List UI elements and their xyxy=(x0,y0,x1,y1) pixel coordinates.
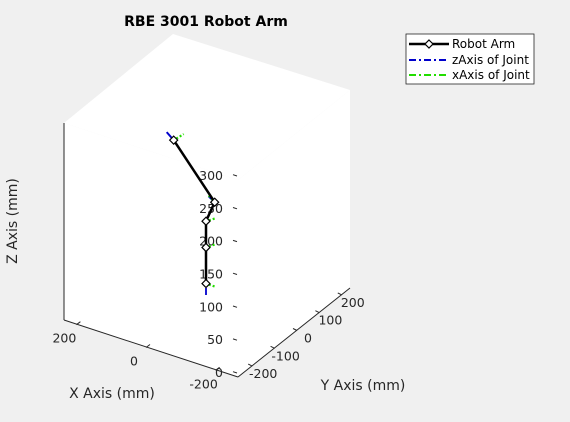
y-tick-label: -100 xyxy=(271,348,299,363)
y-axis-ticks: -200 -100 0 100 200 xyxy=(247,292,365,381)
z-tick-mark xyxy=(232,174,238,177)
x-tick-mark xyxy=(76,321,81,326)
axes-left-face xyxy=(64,123,238,377)
robot-arm-joint-marker xyxy=(209,197,220,208)
z-tick-label: 50 xyxy=(207,332,223,347)
z-tick-label: 100 xyxy=(199,299,223,314)
chart-title: RBE 3001 Robot Arm xyxy=(124,14,288,30)
z-axis-label: Z Axis (mm) xyxy=(5,178,21,264)
x-tick-label: 0 xyxy=(130,354,138,369)
legend-label-xaxis: xAxis of Joint xyxy=(452,68,530,82)
robot-arm-joint-marker xyxy=(168,135,179,145)
z-tick-mark xyxy=(232,305,238,308)
y-axis-line xyxy=(237,287,351,378)
legend-label-robot-arm: Robot Arm xyxy=(452,37,515,51)
z-tick-label: 0 xyxy=(215,365,223,380)
legend-marker-robot-arm xyxy=(424,39,434,49)
z-tick-mark xyxy=(232,207,238,210)
x-tick-label: 200 xyxy=(52,331,76,346)
legend: Robot Arm zAxis of Joint xAxis of Joint xyxy=(405,33,535,85)
y-tick-label: 200 xyxy=(341,295,365,310)
z-tick-mark xyxy=(232,239,238,243)
y-tick-mark xyxy=(247,363,253,367)
y-axis-label: Y Axis (mm) xyxy=(320,378,406,394)
y-tick-mark xyxy=(292,328,298,331)
x-tick-label: -200 xyxy=(189,376,217,391)
y-tick-mark xyxy=(337,292,343,296)
z-tick-mark xyxy=(232,371,238,374)
y-tick-label: 0 xyxy=(304,331,312,346)
x-tick-mark xyxy=(145,344,151,348)
z-tick-mark xyxy=(232,272,238,275)
robot-arm-joint-marker xyxy=(201,278,211,289)
x-axis-label: X Axis (mm) xyxy=(69,386,155,402)
y-tick-mark xyxy=(315,310,320,314)
z-tick-label: 150 xyxy=(199,266,223,281)
y-tick-label: 100 xyxy=(318,313,342,328)
x-axis-line xyxy=(63,319,239,378)
z-tick-mark xyxy=(232,338,238,341)
axes-right-face xyxy=(238,90,350,377)
robot-arm-joint-marker xyxy=(201,242,211,253)
legend-label-zaxis: zAxis of Joint xyxy=(452,53,529,67)
x-tick-mark xyxy=(215,366,220,371)
y-tick-mark xyxy=(270,345,275,349)
robot-arm-joint-marker xyxy=(201,216,211,227)
y-tick-label: -200 xyxy=(249,366,277,381)
axes-top-face xyxy=(64,34,350,180)
robot-arm-layer xyxy=(168,135,220,289)
z-tick-label: 300 xyxy=(199,168,223,183)
